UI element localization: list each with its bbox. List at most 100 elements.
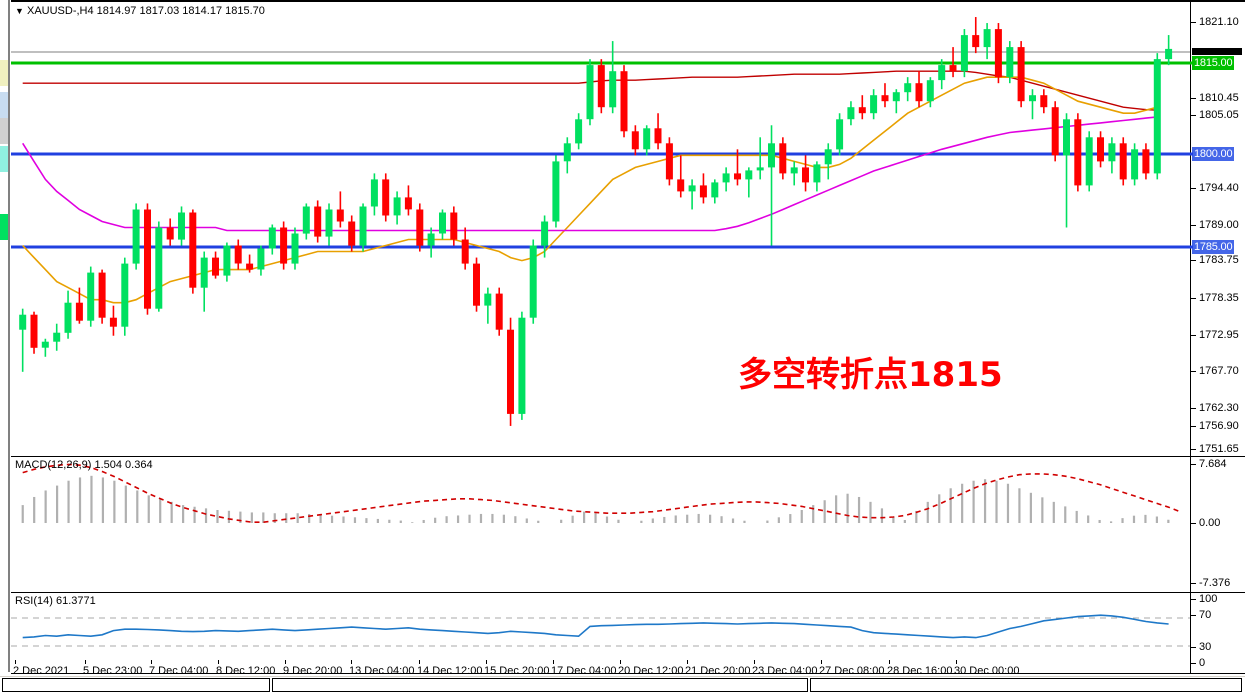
current-price-bar (1192, 48, 1242, 55)
macd-panel[interactable]: MACD(12,26,9) 1.504 0.364 7.684 0.00 -7.37… (11, 456, 1245, 594)
chart-annotation-text: 多空转折点1815 (738, 355, 1003, 395)
axis-label: 1751.65 (1199, 443, 1239, 455)
strip-color-swatch[interactable] (0, 92, 8, 118)
strip-rail-highlight (10, 0, 11, 672)
left-toolbar-strip[interactable] (0, 0, 11, 672)
symbol-header-text: XAUUSD-,H4 1814.97 1817.03 1814.17 1815.… (26, 5, 265, 17)
time-axis-tick (15, 660, 16, 664)
time-axis-label: 5 Dec 23:00 (83, 665, 143, 677)
chart-frame: 多空转折点1815 ▼ XAUUSD-,H4 1814.97 1817.03 1… (11, 0, 1245, 674)
time-axis-label: 20 Dec 12:00 (618, 665, 684, 677)
time-axis-label: 27 Dec 08:00 (819, 665, 885, 677)
time-axis-tick (151, 660, 152, 664)
axis-tick (1191, 599, 1196, 600)
axis-tick (1191, 464, 1196, 465)
axis-label: 1772.95 (1199, 329, 1239, 341)
strip-color-swatch[interactable] (0, 214, 8, 240)
collapse-triangle-icon[interactable]: ▼ (15, 6, 24, 16)
axis-label: 1789.00 (1199, 219, 1239, 231)
price-axis[interactable]: 1821.10 1810.45 1805.05 1794.40 1789.00 1783.… (1185, 2, 1245, 458)
axis-label: -7.376 (1199, 577, 1231, 589)
time-axis-label: 21 Dec 20:00 (685, 665, 751, 677)
axis-label: 1756.90 (1199, 420, 1239, 432)
strip-rail (8, 0, 10, 672)
axis-label: 7.684 (1199, 458, 1227, 470)
rsi-axis[interactable]: 100 70 30 0 (1190, 593, 1245, 673)
time-axis-label: 9 Dec 20:00 (283, 665, 343, 677)
axis-tick (1191, 115, 1196, 116)
time-axis-tick (218, 660, 219, 664)
time-axis-label: 28 Dec 16:00 (887, 665, 953, 677)
time-axis-tick (620, 660, 621, 664)
price-level-stub (1185, 61, 1193, 65)
axis-label: 1794.40 (1199, 182, 1239, 194)
axis-label: 0.00 (1199, 517, 1221, 529)
time-axis-label: 23 Dec 04:00 (752, 665, 818, 677)
axis-label: 1762.30 (1199, 402, 1239, 414)
time-axis-tick (553, 660, 554, 664)
time-axis-label: 15 Dec 20:00 (484, 665, 550, 677)
rsi-panel[interactable]: RSI(14) 61.3771 100 70 30 0 (11, 592, 1245, 674)
time-axis-tick (351, 660, 352, 664)
time-axis[interactable]: 2 Dec 2021 5 Dec 23:00 7 Dec 04:00 8 Dec 12… (11, 660, 1245, 682)
axis-tick (1191, 523, 1196, 524)
axis-tick (1191, 98, 1196, 99)
axis-label: 0 (1199, 657, 1206, 669)
price-level-badge[interactable]: 1815.00 (1192, 56, 1235, 70)
axis-tick (1191, 615, 1196, 616)
time-axis-label: 7 Dec 04:00 (149, 665, 209, 677)
time-axis-label: 13 Dec 04:00 (349, 665, 415, 677)
axis-tick (1191, 449, 1196, 450)
axis-label: 1821.10 (1199, 16, 1239, 28)
axis-tick (1191, 371, 1196, 372)
price-level-stub (1185, 152, 1193, 156)
rsi-plot-area[interactable] (11, 593, 1191, 671)
time-axis-label: 8 Dec 12:00 (216, 665, 276, 677)
price-panel[interactable]: 多空转折点1815 ▼ XAUUSD-,H4 1814.97 1817.03 1… (11, 0, 1245, 459)
axis-tick (1191, 426, 1196, 427)
price-plot-area[interactable]: 多空转折点1815 (11, 2, 1191, 456)
axis-label: 1805.05 (1199, 109, 1239, 121)
axis-label: 1783.75 (1199, 254, 1239, 266)
time-axis-label: 14 Dec 12:00 (417, 665, 483, 677)
macd-header-label: MACD(12,26,9) 1.504 0.364 (15, 459, 153, 471)
strip-color-swatch[interactable] (0, 118, 8, 144)
axis-label: 1810.45 (1199, 92, 1239, 104)
price-level-stub (1185, 245, 1193, 249)
horizontal-scrollbar[interactable] (0, 676, 1245, 692)
axis-tick (1191, 408, 1196, 409)
symbol-header: ▼ XAUUSD-,H4 1814.97 1817.03 1814.17 181… (15, 5, 265, 17)
axis-tick (1191, 260, 1196, 261)
price-level-badge[interactable]: 1800.00 (1192, 147, 1235, 161)
strip-color-swatch[interactable] (0, 60, 8, 86)
time-axis-label: 17 Dec 04:00 (551, 665, 617, 677)
rsi-header-label: RSI(14) 61.3771 (15, 595, 96, 607)
time-axis-tick (956, 660, 957, 664)
macd-axis[interactable]: 7.684 0.00 -7.376 (1190, 457, 1245, 593)
axis-tick (1191, 583, 1196, 584)
time-axis-tick (889, 660, 890, 664)
rsi-svg (11, 614, 1191, 647)
time-axis-tick (486, 660, 487, 664)
axis-tick (1191, 647, 1196, 648)
time-axis-tick (419, 660, 420, 664)
time-axis-tick (754, 660, 755, 664)
price-candlestick-svg (11, 17, 1191, 426)
time-axis-tick (85, 660, 86, 664)
time-axis-tick (285, 660, 286, 664)
strip-color-swatch[interactable] (0, 146, 8, 172)
time-axis-tick (687, 660, 688, 664)
axis-tick (1191, 22, 1196, 23)
axis-label: 30 (1199, 641, 1212, 653)
macd-svg (21, 463, 1181, 523)
macd-plot-area[interactable] (11, 457, 1191, 591)
axis-tick (1191, 663, 1196, 664)
axis-tick (1191, 188, 1196, 189)
time-axis-tick (821, 660, 822, 664)
price-level-badge[interactable]: 1785.00 (1192, 240, 1235, 254)
axis-tick (1191, 225, 1196, 226)
axis-label: 70 (1199, 609, 1212, 621)
axis-tick (1191, 298, 1196, 299)
axis-label: 1767.70 (1199, 365, 1239, 377)
